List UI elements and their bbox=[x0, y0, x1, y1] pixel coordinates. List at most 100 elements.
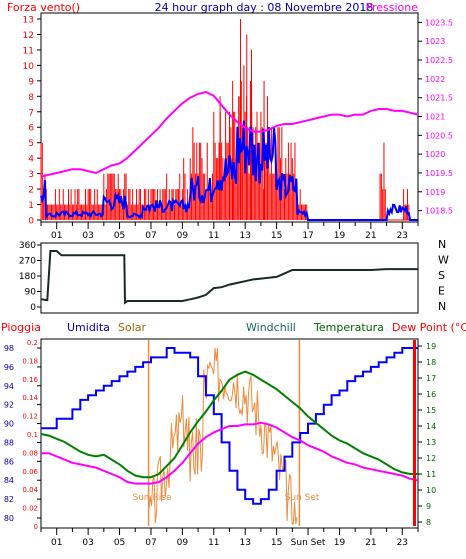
sunrise-label: Sun Rise bbox=[133, 493, 172, 503]
pressure-tick-label: 1022 bbox=[425, 75, 445, 84]
wind-average-line bbox=[40, 120, 418, 221]
temperature-tick-label: 15 bbox=[426, 406, 436, 415]
pressure-tick-label: 1021 bbox=[425, 113, 445, 122]
rain-axis-ticks: 0 0.02 0.04 0.06 0.08 0.1 0.12 0.14 0.16 0.18 0.2 bbox=[22, 339, 38, 531]
humidity-label: Umidita bbox=[67, 321, 110, 334]
wind-direction-path bbox=[40, 250, 418, 305]
wind-tick-label: 4 bbox=[28, 155, 34, 165]
wind-tick-label: 9 bbox=[28, 77, 34, 87]
bottom-x-axis-ticks: 01 03 05 07 09 11 13 15 Sun Set 19 21 23 bbox=[40, 528, 419, 548]
chart-date-title: 24 hour graph day : 08 Novembre 2018 bbox=[155, 1, 374, 14]
humidity-tick-label: 88 bbox=[4, 438, 14, 447]
x-tick-label: 07 bbox=[145, 538, 156, 548]
x-tick-label: 01 bbox=[51, 231, 62, 241]
temperature-tick-label: 16 bbox=[426, 390, 436, 399]
wind-tick-label: 2 bbox=[28, 186, 34, 196]
wind-tick-label: 6 bbox=[28, 124, 34, 134]
sunset-label: Sun Set bbox=[285, 493, 320, 503]
compass-label: N bbox=[438, 238, 446, 251]
direction-tick-label: 360 bbox=[19, 241, 36, 251]
dewpoint-label: Dew Point (°C) bbox=[392, 321, 466, 334]
x-tick-label: 15 bbox=[271, 231, 282, 241]
pressure-tick-label: 1023 bbox=[425, 37, 445, 46]
x-tick-label: 11 bbox=[208, 538, 219, 548]
rain-tick-label: 0.12 bbox=[22, 413, 38, 421]
humidity-tick-label: 96 bbox=[4, 363, 14, 372]
x-tick-label: 19 bbox=[334, 538, 346, 548]
wind-tick-label: 5 bbox=[28, 139, 34, 149]
humidity-path bbox=[41, 347, 418, 505]
pressure-tick-label: 1020 bbox=[425, 150, 445, 159]
direction-degree-ticks: 0 90 180 270 360 bbox=[19, 241, 41, 313]
solar-label: Solar bbox=[118, 321, 147, 334]
wind-tick-label: 8 bbox=[28, 93, 34, 103]
pressure-title: Pressione bbox=[366, 1, 419, 14]
solar-line bbox=[147, 347, 298, 525]
pressure-tick-label: 1018.5 bbox=[425, 207, 453, 216]
rain-tick-label: 0.16 bbox=[22, 376, 38, 384]
compass-label: N bbox=[438, 300, 446, 313]
temperature-tick-label: 10 bbox=[426, 486, 436, 495]
temperature-tick-label: 8 bbox=[426, 518, 431, 527]
wind-direction-line bbox=[40, 250, 418, 305]
x-tick-label: 13 bbox=[239, 538, 250, 548]
pressure-tick-label: 1019 bbox=[425, 188, 445, 197]
direction-tick-label: 90 bbox=[25, 288, 37, 298]
rain-tick-label: 0.08 bbox=[22, 449, 38, 457]
x-tick-label: 03 bbox=[82, 231, 93, 241]
humidity-tick-label: 94 bbox=[4, 382, 14, 391]
x-tick-label: 09 bbox=[177, 231, 189, 241]
humidity-tick-label: 84 bbox=[4, 476, 14, 485]
temperature-label: Temperatura bbox=[313, 321, 384, 334]
humidity-axis-ticks: 80 82 84 86 88 90 92 94 96 98 bbox=[4, 344, 41, 523]
temperature-tick-label: 14 bbox=[426, 422, 436, 431]
temperature-tick-label: 19 bbox=[426, 342, 436, 351]
compass-label: E bbox=[438, 285, 445, 298]
rain-tick-label: 0.2 bbox=[27, 339, 38, 347]
temperature-axis-ticks: 8 9 10 11 12 13 14 15 16 17 18 19 bbox=[418, 342, 436, 527]
direction-tick-label: 270 bbox=[19, 257, 36, 267]
wind-tick-label: 0 bbox=[28, 217, 34, 227]
pressure-axis-ticks: 1018.5 1019 1019.5 1020 1020.5 1021 1021.5 1022… bbox=[418, 18, 453, 216]
x-tick-label: 13 bbox=[239, 231, 250, 241]
wind-tick-label: 7 bbox=[28, 108, 34, 118]
x-tick-label: 21 bbox=[365, 538, 376, 548]
pressure-tick-label: 1019.5 bbox=[425, 169, 453, 178]
humidity-tick-label: 82 bbox=[4, 495, 14, 504]
wind-title: Forza vento() bbox=[7, 1, 80, 14]
wind-tick-label: 11 bbox=[23, 46, 34, 56]
x-tick-label: Sun Set bbox=[291, 538, 326, 548]
wind-tick-label: 12 bbox=[23, 31, 34, 41]
dewpoint-line bbox=[41, 421, 419, 485]
x-tick-label: 21 bbox=[365, 231, 376, 241]
x-tick-label: 23 bbox=[397, 231, 408, 241]
temperature-line bbox=[40, 370, 418, 479]
x-tick-label: 05 bbox=[114, 231, 125, 241]
x-tick-label: 19 bbox=[334, 231, 346, 241]
x-tick-label: 15 bbox=[271, 538, 282, 548]
wind-direction-plot-frame bbox=[40, 242, 419, 314]
windchill-label: Windchill bbox=[246, 321, 296, 334]
x-tick-label: 11 bbox=[208, 231, 219, 241]
temperature-tick-label: 18 bbox=[426, 358, 436, 367]
wind-tick-label: 3 bbox=[28, 170, 34, 180]
pressure-tick-label: 1023.5 bbox=[425, 18, 453, 27]
wind-tick-label: 1 bbox=[28, 201, 34, 211]
wind-average-path bbox=[40, 120, 418, 221]
rain-tick-label: 0.14 bbox=[22, 394, 38, 402]
x-tick-label: 07 bbox=[145, 231, 156, 241]
temperature-tick-label: 9 bbox=[426, 502, 431, 511]
humidity-tick-label: 98 bbox=[4, 344, 14, 353]
temperature-tick-label: 17 bbox=[426, 374, 436, 383]
humidity-tick-label: 90 bbox=[4, 420, 14, 429]
rain-tick-label: 0.06 bbox=[22, 468, 38, 476]
rain-bar bbox=[413, 340, 416, 526]
wind-tick-label: 13 bbox=[23, 16, 34, 26]
humidity-tick-label: 80 bbox=[4, 514, 14, 523]
pressure-line bbox=[40, 90, 419, 178]
x-tick-label: 17 bbox=[302, 231, 313, 241]
